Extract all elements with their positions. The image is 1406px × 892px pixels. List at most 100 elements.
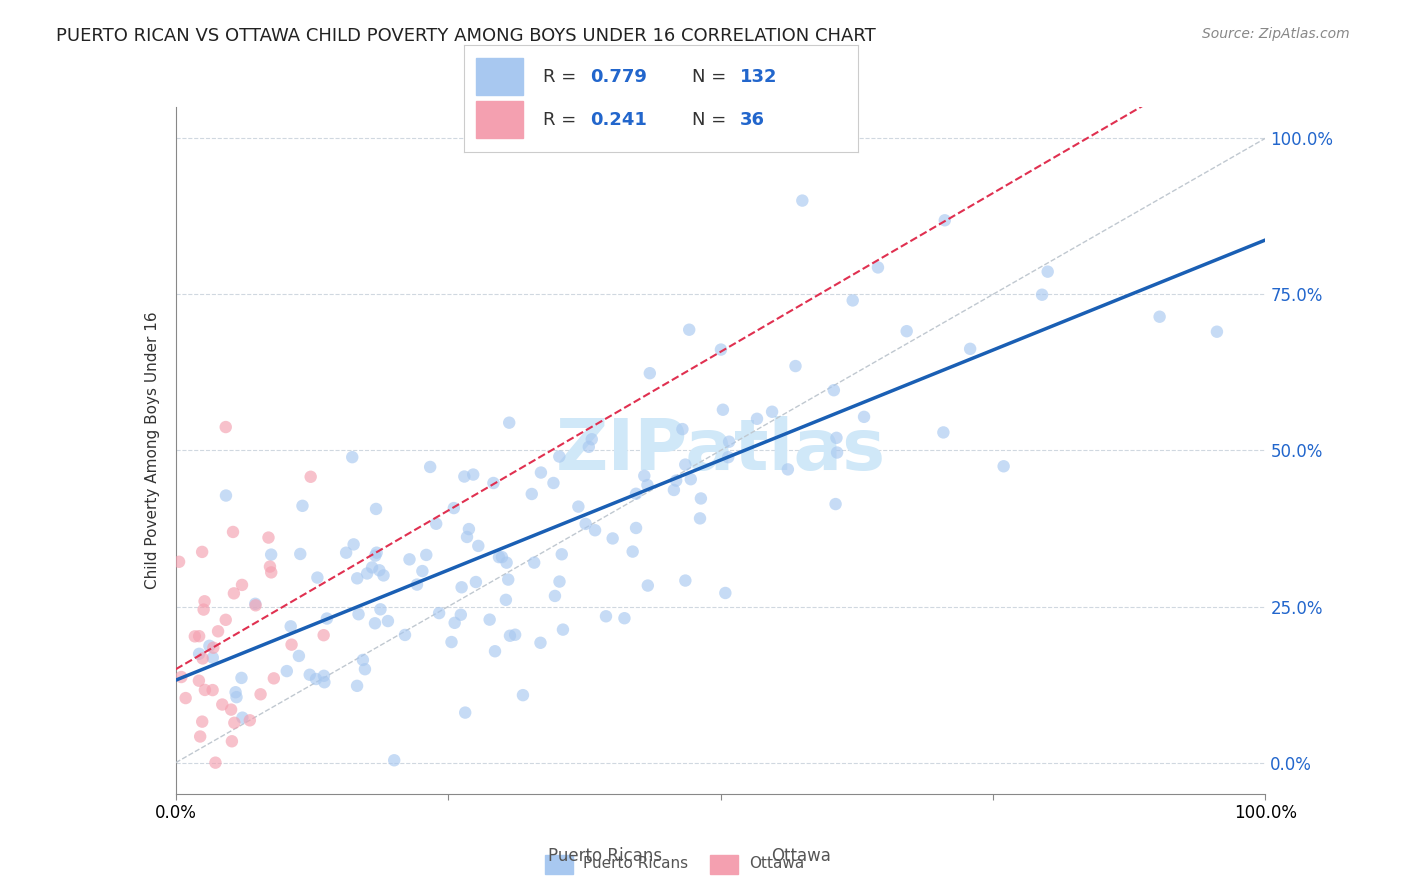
Point <box>312 628 335 642</box>
Point <box>488 550 510 565</box>
Point <box>215 420 238 434</box>
Point <box>785 359 807 373</box>
Point <box>530 466 553 480</box>
Text: 36: 36 <box>740 111 765 128</box>
Point <box>188 647 211 661</box>
Point <box>710 343 733 357</box>
Point <box>364 616 387 631</box>
Point <box>352 653 374 667</box>
Point <box>222 524 245 539</box>
Point <box>1031 287 1053 301</box>
Point <box>512 688 534 702</box>
Point <box>222 586 245 600</box>
Point <box>499 629 522 643</box>
Text: Puerto Ricans: Puerto Ricans <box>583 855 689 871</box>
Point <box>578 440 600 454</box>
Point <box>567 500 589 514</box>
Point <box>1149 310 1171 324</box>
Point <box>456 530 478 544</box>
Point <box>841 293 863 308</box>
Point <box>482 475 505 490</box>
Point <box>443 501 465 516</box>
Point <box>170 670 193 684</box>
Point <box>224 715 246 730</box>
Point <box>463 467 485 482</box>
Point <box>221 734 243 748</box>
Point <box>314 675 336 690</box>
Point <box>662 483 685 497</box>
Point <box>204 756 226 770</box>
Point <box>191 714 214 729</box>
Point <box>711 402 734 417</box>
Point <box>1206 325 1229 339</box>
Text: R =: R = <box>543 111 582 128</box>
Point <box>633 468 655 483</box>
Point <box>425 516 447 531</box>
Point <box>280 638 302 652</box>
Point <box>825 431 848 445</box>
Point <box>361 560 384 574</box>
Point <box>637 578 659 592</box>
Point <box>792 194 814 208</box>
Point <box>745 411 768 425</box>
Point <box>581 432 603 446</box>
Point <box>215 489 238 503</box>
Text: 0.779: 0.779 <box>591 68 647 86</box>
Point <box>382 753 405 767</box>
Point <box>583 523 606 537</box>
Point <box>368 563 391 577</box>
Text: N =: N = <box>692 111 733 128</box>
Point <box>193 594 215 608</box>
Point <box>231 578 253 592</box>
Point <box>993 459 1015 474</box>
Point <box>665 474 688 488</box>
Point <box>636 478 658 492</box>
Point <box>288 648 311 663</box>
Point <box>335 546 357 560</box>
Point <box>427 606 450 620</box>
Point <box>450 580 472 594</box>
Point <box>184 629 207 643</box>
Point <box>621 544 644 558</box>
Point <box>187 673 209 688</box>
Point <box>440 635 463 649</box>
Point <box>853 409 876 424</box>
Point <box>543 475 565 490</box>
Point <box>450 607 472 622</box>
Point <box>347 607 370 622</box>
Point <box>215 613 238 627</box>
Point <box>454 706 477 720</box>
Point <box>198 639 221 653</box>
Point <box>276 664 298 678</box>
Point <box>231 711 253 725</box>
Point <box>201 683 224 698</box>
Point <box>257 531 280 545</box>
Point <box>191 651 214 665</box>
Point <box>245 597 267 611</box>
Point <box>167 555 190 569</box>
Point <box>245 599 267 613</box>
Point <box>544 589 567 603</box>
Point <box>761 405 783 419</box>
Point <box>346 571 368 585</box>
Point <box>290 547 312 561</box>
Point <box>602 532 624 546</box>
Text: ZIPatlas: ZIPatlas <box>555 416 886 485</box>
Point <box>478 613 501 627</box>
Point <box>411 564 433 578</box>
Point <box>529 636 551 650</box>
Point <box>249 687 271 701</box>
Point <box>959 342 981 356</box>
Point <box>354 662 377 676</box>
Point <box>305 672 328 686</box>
Point <box>202 640 225 655</box>
Point <box>211 698 233 712</box>
Text: R =: R = <box>543 68 582 86</box>
Point <box>225 685 247 699</box>
Point <box>191 545 214 559</box>
Point <box>373 568 395 582</box>
Bar <box>710 855 738 874</box>
Point <box>575 516 598 531</box>
Point <box>453 469 475 483</box>
Point <box>260 548 283 562</box>
